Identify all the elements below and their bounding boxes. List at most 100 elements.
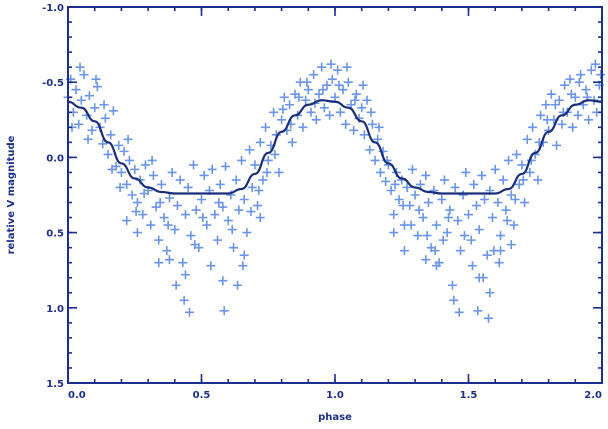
data-point xyxy=(231,175,241,185)
data-point xyxy=(504,155,514,165)
data-point xyxy=(100,113,110,123)
data-point xyxy=(474,273,484,283)
data-point xyxy=(568,122,578,132)
data-point xyxy=(87,125,97,135)
data-point xyxy=(488,213,498,223)
data-point xyxy=(285,100,295,110)
data-point xyxy=(509,220,519,230)
data-point xyxy=(237,155,247,165)
data-point xyxy=(155,198,165,208)
data-point xyxy=(496,246,506,256)
data-point xyxy=(90,103,100,113)
data-point xyxy=(188,160,198,170)
data-point xyxy=(334,80,344,90)
data-point xyxy=(254,185,264,195)
data-point xyxy=(520,198,530,208)
data-point xyxy=(522,134,532,144)
data-point xyxy=(227,225,237,235)
data-point xyxy=(565,74,575,84)
y-tick-label: -1.0 xyxy=(42,3,64,14)
data-point xyxy=(398,201,408,211)
data-point xyxy=(374,122,384,132)
data-point xyxy=(301,95,311,105)
data-point xyxy=(159,213,169,223)
x-tick-label: 0.5 xyxy=(193,390,211,401)
data-point xyxy=(253,201,263,211)
data-point xyxy=(317,62,327,72)
data-point xyxy=(202,220,212,230)
data-point xyxy=(423,198,433,208)
data-point xyxy=(238,261,248,271)
data-point xyxy=(430,246,440,256)
data-point xyxy=(533,175,543,185)
data-point xyxy=(258,175,268,185)
model-curve xyxy=(67,99,603,195)
data-point xyxy=(455,246,465,256)
data-point xyxy=(138,210,148,220)
data-point xyxy=(461,167,471,177)
data-point xyxy=(449,295,459,305)
data-point xyxy=(172,201,182,211)
x-tick-label: 2.0 xyxy=(584,390,602,401)
data-point xyxy=(147,155,157,165)
data-point xyxy=(574,77,584,87)
data-point xyxy=(554,95,564,105)
data-point xyxy=(198,213,208,223)
data-point xyxy=(246,207,256,217)
data-point xyxy=(358,80,368,90)
data-point xyxy=(437,195,447,205)
data-point xyxy=(263,155,273,165)
data-point xyxy=(302,77,312,87)
data-point xyxy=(206,261,216,271)
data-point xyxy=(247,182,257,192)
data-point xyxy=(221,161,231,171)
data-point xyxy=(98,139,108,149)
data-point xyxy=(116,167,126,177)
data-point xyxy=(83,134,93,144)
data-point xyxy=(406,220,416,230)
data-point xyxy=(447,280,457,290)
data-point xyxy=(123,134,133,144)
data-point xyxy=(442,228,452,238)
data-point xyxy=(375,167,385,177)
data-point xyxy=(474,225,484,235)
data-point xyxy=(219,306,229,316)
data-point xyxy=(122,179,132,189)
data-point xyxy=(279,92,289,102)
data-point xyxy=(294,92,304,102)
data-point xyxy=(270,149,280,159)
data-point xyxy=(370,155,380,165)
data-point xyxy=(92,82,102,92)
x-axis-label: phase xyxy=(318,412,352,423)
data-point xyxy=(576,70,586,80)
data-point xyxy=(596,70,606,80)
data-point xyxy=(278,104,288,114)
data-point xyxy=(207,164,217,174)
data-point xyxy=(130,164,140,174)
data-point xyxy=(342,62,352,72)
data-point xyxy=(517,160,527,170)
data-point xyxy=(178,258,188,268)
data-point xyxy=(518,175,528,185)
data-point xyxy=(439,175,449,185)
y-tick-label: 1.0 xyxy=(46,304,64,315)
data-point xyxy=(170,225,180,235)
data-point xyxy=(261,122,271,132)
data-point xyxy=(107,164,117,174)
data-point xyxy=(473,306,483,316)
data-point xyxy=(546,89,556,99)
data-point xyxy=(482,250,492,260)
data-point xyxy=(314,89,324,99)
data-point xyxy=(84,91,94,101)
data-point xyxy=(79,70,89,80)
data-point xyxy=(156,179,166,189)
data-point xyxy=(214,198,224,208)
data-point xyxy=(450,182,460,192)
data-point xyxy=(343,77,353,87)
y-tick-label: 0.0 xyxy=(46,153,64,164)
data-point xyxy=(586,65,596,75)
data-point xyxy=(386,185,396,195)
data-point xyxy=(180,210,190,220)
data-point xyxy=(106,130,116,140)
